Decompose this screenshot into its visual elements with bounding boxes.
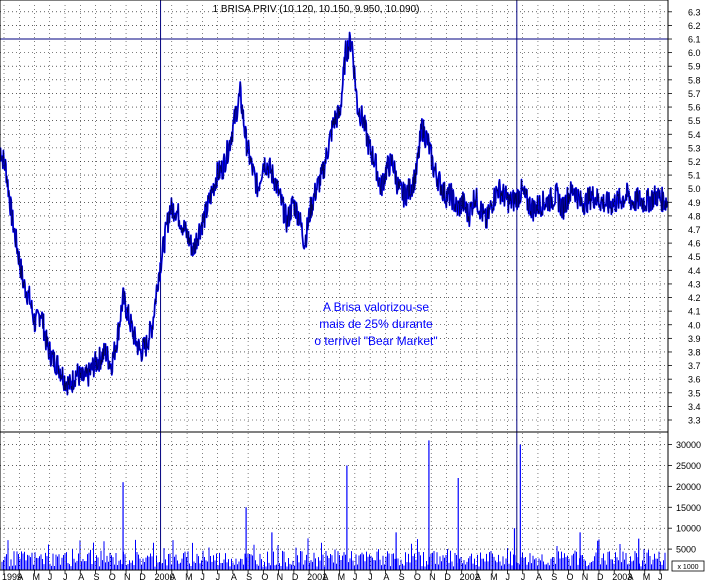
- reference-lines: [0, 0, 668, 570]
- volume-tick-label: 15000: [676, 503, 701, 513]
- time-tick-label: S: [399, 572, 405, 582]
- price-tick-label: 4.7: [688, 225, 701, 235]
- time-tick-label: 2001: [307, 572, 327, 582]
- time-tick-label: N: [429, 572, 436, 582]
- time-tick-label: A: [536, 572, 542, 582]
- time-tick-label: D: [444, 572, 451, 582]
- price-tick-label: 4.0: [688, 320, 701, 330]
- time-tick-label: O: [566, 572, 573, 582]
- price-line-shadow: [0, 32, 669, 395]
- price-tick-label: 3.8: [688, 347, 701, 357]
- price-tick-label: 3.3: [688, 416, 701, 426]
- time-tick-label: M: [338, 572, 346, 582]
- time-tick-label: M: [33, 572, 41, 582]
- volume-tick-label: 25000: [676, 461, 701, 471]
- volume-plot-frame: [0, 431, 669, 571]
- time-tick-label: N: [277, 572, 284, 582]
- volume-tick-label: 10000: [676, 524, 701, 534]
- time-tick-label: D: [139, 572, 146, 582]
- annotation-line-1: A Brisa valorizou-se: [323, 300, 429, 314]
- volume-axis-ticks: 30000 25000 20000 15000 10000 5000: [668, 440, 701, 555]
- price-axis-ticks: 6.3 6.2 6.1 6.0 5.9 5.8 5.7 5.6 5.5 5.4 5.3 5.2 5.1 5…: [668, 7, 701, 426]
- time-tick-label: A: [17, 572, 23, 582]
- price-tick-label: 6.2: [688, 21, 701, 31]
- price-tick-label: 3.6: [688, 375, 701, 385]
- price-tick-label: 3.4: [688, 402, 701, 412]
- time-tick-label: S: [246, 572, 252, 582]
- price-tick-label: 4.1: [688, 307, 701, 317]
- price-tick-label: 4.8: [688, 211, 701, 221]
- time-tick-label: J: [521, 572, 526, 582]
- time-tick-label: A: [383, 572, 389, 582]
- time-tick-label: N: [582, 572, 589, 582]
- chart-title: 1 BRISA PRIV (10.120, 10.150, 9.950, 10.…: [213, 4, 420, 15]
- volume-bars: [1, 440, 666, 570]
- price-tick-label: 6.1: [688, 35, 701, 45]
- time-tick-label: J: [658, 572, 663, 582]
- time-tick-label: J: [48, 572, 53, 582]
- price-tick-label: 4.4: [688, 266, 701, 276]
- price-tick-label: 5.0: [688, 184, 701, 194]
- time-tick-label: A: [231, 572, 237, 582]
- price-tick-label: 5.8: [688, 75, 701, 85]
- time-tick-label: D: [292, 572, 299, 582]
- time-tick-label: J: [353, 572, 358, 582]
- time-tick-label: D: [597, 572, 604, 582]
- price-tick-label: 3.5: [688, 388, 701, 398]
- volume-unit-label: x 1000: [677, 564, 698, 571]
- volume-tick-label: 20000: [676, 482, 701, 492]
- time-tick-label: S: [551, 572, 557, 582]
- price-tick-label: 4.5: [688, 252, 701, 262]
- time-tick-label: A: [627, 572, 633, 582]
- time-tick-label: O: [414, 572, 421, 582]
- volume-unit-box: [671, 560, 705, 572]
- time-tick-label: A: [475, 572, 481, 582]
- price-tick-label: 6.0: [688, 48, 701, 58]
- annotation-line-2: mais de 25% durante: [319, 317, 433, 331]
- time-tick-label: M: [185, 572, 193, 582]
- volume-tick-label: 5000: [676, 545, 696, 555]
- price-tick-label: 5.2: [688, 157, 701, 167]
- price-tick-label: 3.7: [688, 361, 701, 371]
- time-tick-label: A: [170, 572, 176, 582]
- price-tick-label: 6.3: [688, 7, 701, 17]
- volume-tick-label: 30000: [676, 440, 701, 450]
- time-tick-label: N: [124, 572, 131, 582]
- price-tick-label: 4.6: [688, 239, 701, 249]
- time-tick-label: O: [109, 572, 116, 582]
- price-tick-label: 5.4: [688, 130, 701, 140]
- price-tick-label: 4.3: [688, 279, 701, 289]
- time-tick-label: J: [200, 572, 205, 582]
- price-tick-label: 5.6: [688, 103, 701, 113]
- time-tick-label: J: [216, 572, 221, 582]
- time-tick-label: S: [94, 572, 100, 582]
- time-tick-label: 1999: [2, 572, 22, 582]
- time-tick-label: M: [490, 572, 498, 582]
- time-tick-label: J: [368, 572, 373, 582]
- time-tick-label: A: [78, 572, 84, 582]
- price-tick-label: 5.3: [688, 143, 701, 153]
- time-tick-label: M: [643, 572, 651, 582]
- price-tick-label: 5.9: [688, 62, 701, 72]
- price-tick-label: 3.9: [688, 334, 701, 344]
- time-tick-label: 2002: [460, 572, 480, 582]
- time-tick-label: O: [261, 572, 268, 582]
- price-tick-label: 5.1: [688, 171, 701, 181]
- price-series: [0, 31, 669, 396]
- time-tick-label: 2000: [155, 572, 175, 582]
- time-tick-label: 2003: [612, 572, 632, 582]
- price-tick-label: 5.7: [688, 89, 701, 99]
- price-tick-label: 4.2: [688, 293, 701, 303]
- time-tick-label: J: [63, 572, 68, 582]
- annotation-line-3: o terrivel "Bear Market": [314, 334, 437, 348]
- time-tick-label: A: [322, 572, 328, 582]
- price-tick-label: 4.9: [688, 198, 701, 208]
- price-tick-label: 5.5: [688, 116, 701, 126]
- time-tick-label: J: [505, 572, 510, 582]
